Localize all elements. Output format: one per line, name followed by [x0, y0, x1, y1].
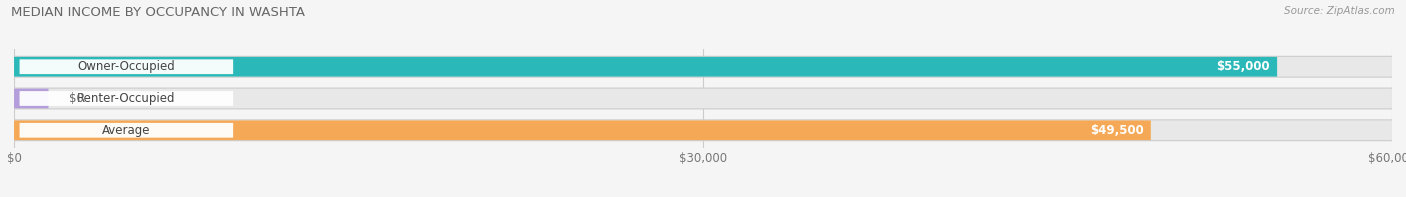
Text: MEDIAN INCOME BY OCCUPANCY IN WASHTA: MEDIAN INCOME BY OCCUPANCY IN WASHTA	[11, 6, 305, 19]
Text: Average: Average	[103, 124, 150, 137]
FancyBboxPatch shape	[14, 87, 1392, 110]
Text: $0: $0	[69, 92, 84, 105]
FancyBboxPatch shape	[14, 57, 1277, 77]
Text: $55,000: $55,000	[1216, 60, 1270, 73]
Text: Renter-Occupied: Renter-Occupied	[77, 92, 176, 105]
FancyBboxPatch shape	[14, 120, 1392, 140]
Text: $49,500: $49,500	[1090, 124, 1144, 137]
FancyBboxPatch shape	[14, 89, 1392, 108]
FancyBboxPatch shape	[14, 57, 1392, 77]
Text: Owner-Occupied: Owner-Occupied	[77, 60, 176, 73]
FancyBboxPatch shape	[14, 56, 1392, 78]
FancyBboxPatch shape	[20, 123, 233, 138]
FancyBboxPatch shape	[14, 120, 1150, 140]
FancyBboxPatch shape	[14, 89, 48, 108]
FancyBboxPatch shape	[20, 59, 233, 74]
Text: Source: ZipAtlas.com: Source: ZipAtlas.com	[1284, 6, 1395, 16]
FancyBboxPatch shape	[14, 119, 1392, 141]
FancyBboxPatch shape	[20, 91, 233, 106]
